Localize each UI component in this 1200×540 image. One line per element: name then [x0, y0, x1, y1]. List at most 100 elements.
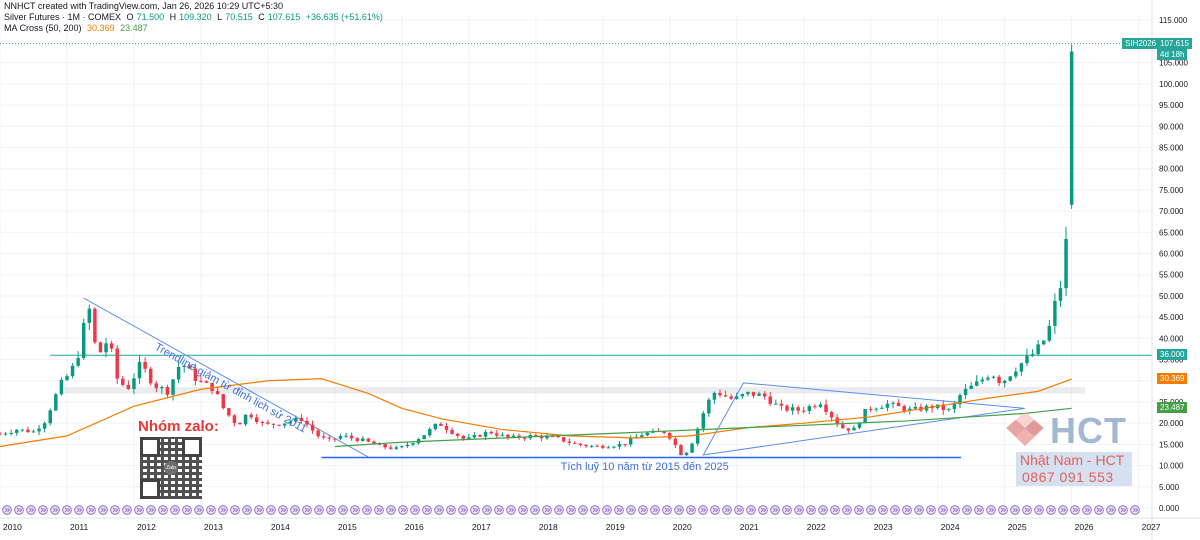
event-marker-icon	[988, 507, 995, 513]
time-axis[interactable]: 2010 2011 2012 2013 2014 2015 2016 2017 2018 2019…	[3, 522, 1161, 532]
event-marker-icon	[664, 507, 671, 513]
candle-body	[344, 435, 348, 437]
candle-body	[377, 443, 382, 445]
y-tick-label: 15.000	[1159, 440, 1184, 449]
ma-slow-line	[334, 407, 1072, 448]
event-marker-icon	[1108, 507, 1115, 513]
ohlc-legend[interactable]: Silver Futures · 1M · COMEX O 71.500 H 109…	[4, 12, 386, 22]
range-band	[63, 387, 1086, 394]
event-marker-icon	[52, 507, 59, 513]
event-marker-icon	[268, 507, 275, 513]
candle-body	[947, 409, 951, 411]
event-marker-icon	[568, 507, 575, 513]
candle-body	[255, 417, 259, 422]
candle-body	[93, 308, 97, 343]
event-marker-icon	[352, 507, 359, 513]
event-marker-icon	[208, 507, 215, 513]
event-marker-icon	[316, 507, 323, 513]
event-marker-icon	[340, 507, 347, 513]
candle-body	[908, 408, 912, 411]
event-marker-icon	[496, 507, 503, 513]
candle-body	[980, 379, 985, 382]
candle-body	[467, 437, 471, 439]
candle-body	[1064, 238, 1068, 289]
candle-body	[355, 438, 359, 442]
candle-body	[193, 368, 198, 381]
y-tick-label: 60.000	[1159, 250, 1184, 259]
x-tick-label: 2013	[204, 522, 223, 532]
event-marker-icon	[820, 507, 827, 513]
y-tick-label: 55.000	[1159, 271, 1184, 280]
candle-body	[690, 443, 694, 453]
candle-body	[561, 437, 566, 442]
candle-body	[807, 406, 812, 411]
grid	[0, 16, 1152, 509]
candle-body	[294, 417, 298, 422]
candle-body	[785, 405, 789, 411]
event-marker-icon	[16, 507, 23, 513]
candle-body	[852, 427, 856, 431]
open-value: 71.500	[136, 12, 165, 22]
event-marker-icon	[280, 507, 287, 513]
accumulation-annotation: Tích luỹ 10 năm từ 2015 đến 2025	[561, 461, 729, 473]
candle-body	[422, 435, 426, 440]
ma-fast-value: 30.369	[87, 23, 115, 33]
x-tick-label: 2025	[1008, 522, 1027, 532]
descending-trendline	[83, 297, 369, 458]
event-marker-icon	[556, 507, 563, 513]
event-marker-icon	[436, 507, 443, 513]
y-tick-label: 90.000	[1159, 122, 1184, 131]
event-marker-icon	[40, 507, 47, 513]
event-marker-icon	[916, 507, 923, 513]
candle-body	[26, 429, 30, 433]
candle-body	[556, 436, 560, 438]
candle-body	[707, 399, 711, 414]
candle-body	[1002, 380, 1007, 384]
candle-body	[1008, 376, 1012, 381]
event-marker-icon	[412, 507, 419, 513]
candle-body	[511, 435, 516, 438]
candle-body	[829, 411, 834, 418]
close-label: C	[258, 12, 265, 22]
candle-body	[969, 385, 973, 389]
event-marker-icon	[448, 507, 455, 513]
candle-body	[952, 404, 957, 410]
candle-body	[595, 445, 599, 447]
x-tick-label: 2011	[70, 522, 89, 532]
brand-contact-name: Nhật Nam - HCT	[1020, 452, 1125, 468]
candle-body	[991, 376, 996, 378]
event-marker-icon	[532, 507, 539, 513]
candle-body	[165, 387, 170, 395]
event-marker-icon	[136, 507, 143, 513]
event-marker-icon	[604, 507, 611, 513]
candle-body	[243, 414, 248, 425]
candle-body	[20, 429, 25, 431]
candle-body	[54, 394, 58, 411]
candle-body	[997, 376, 1001, 384]
diamond-logo-icon	[1006, 412, 1044, 446]
candle-body	[623, 443, 627, 445]
brand-contact-box	[1016, 452, 1132, 486]
event-marker-icon	[1024, 507, 1031, 513]
candle-body	[584, 444, 588, 447]
candle-body	[428, 429, 432, 436]
last-price-tag: 107.615	[1157, 37, 1192, 49]
candle-body	[439, 423, 443, 426]
event-marker-icon	[244, 507, 251, 513]
event-marker-icon	[832, 507, 839, 513]
candle-body	[126, 384, 131, 390]
candle-body	[277, 424, 281, 426]
candle-body	[679, 445, 683, 456]
zalo-qr-code: Zalo	[140, 437, 202, 499]
candle-body	[9, 432, 13, 434]
candle-body	[790, 407, 795, 411]
event-marker-icon	[220, 507, 227, 513]
candle-body	[813, 406, 817, 408]
event-marker-icon	[1036, 507, 1043, 513]
candle-body	[662, 431, 666, 434]
candle-body	[818, 404, 823, 407]
indicator-legend[interactable]: MA Cross (50, 200) 30.369 23.487	[4, 23, 151, 33]
candle-body	[154, 383, 159, 389]
ma-slow-value: 23.487	[120, 23, 148, 33]
